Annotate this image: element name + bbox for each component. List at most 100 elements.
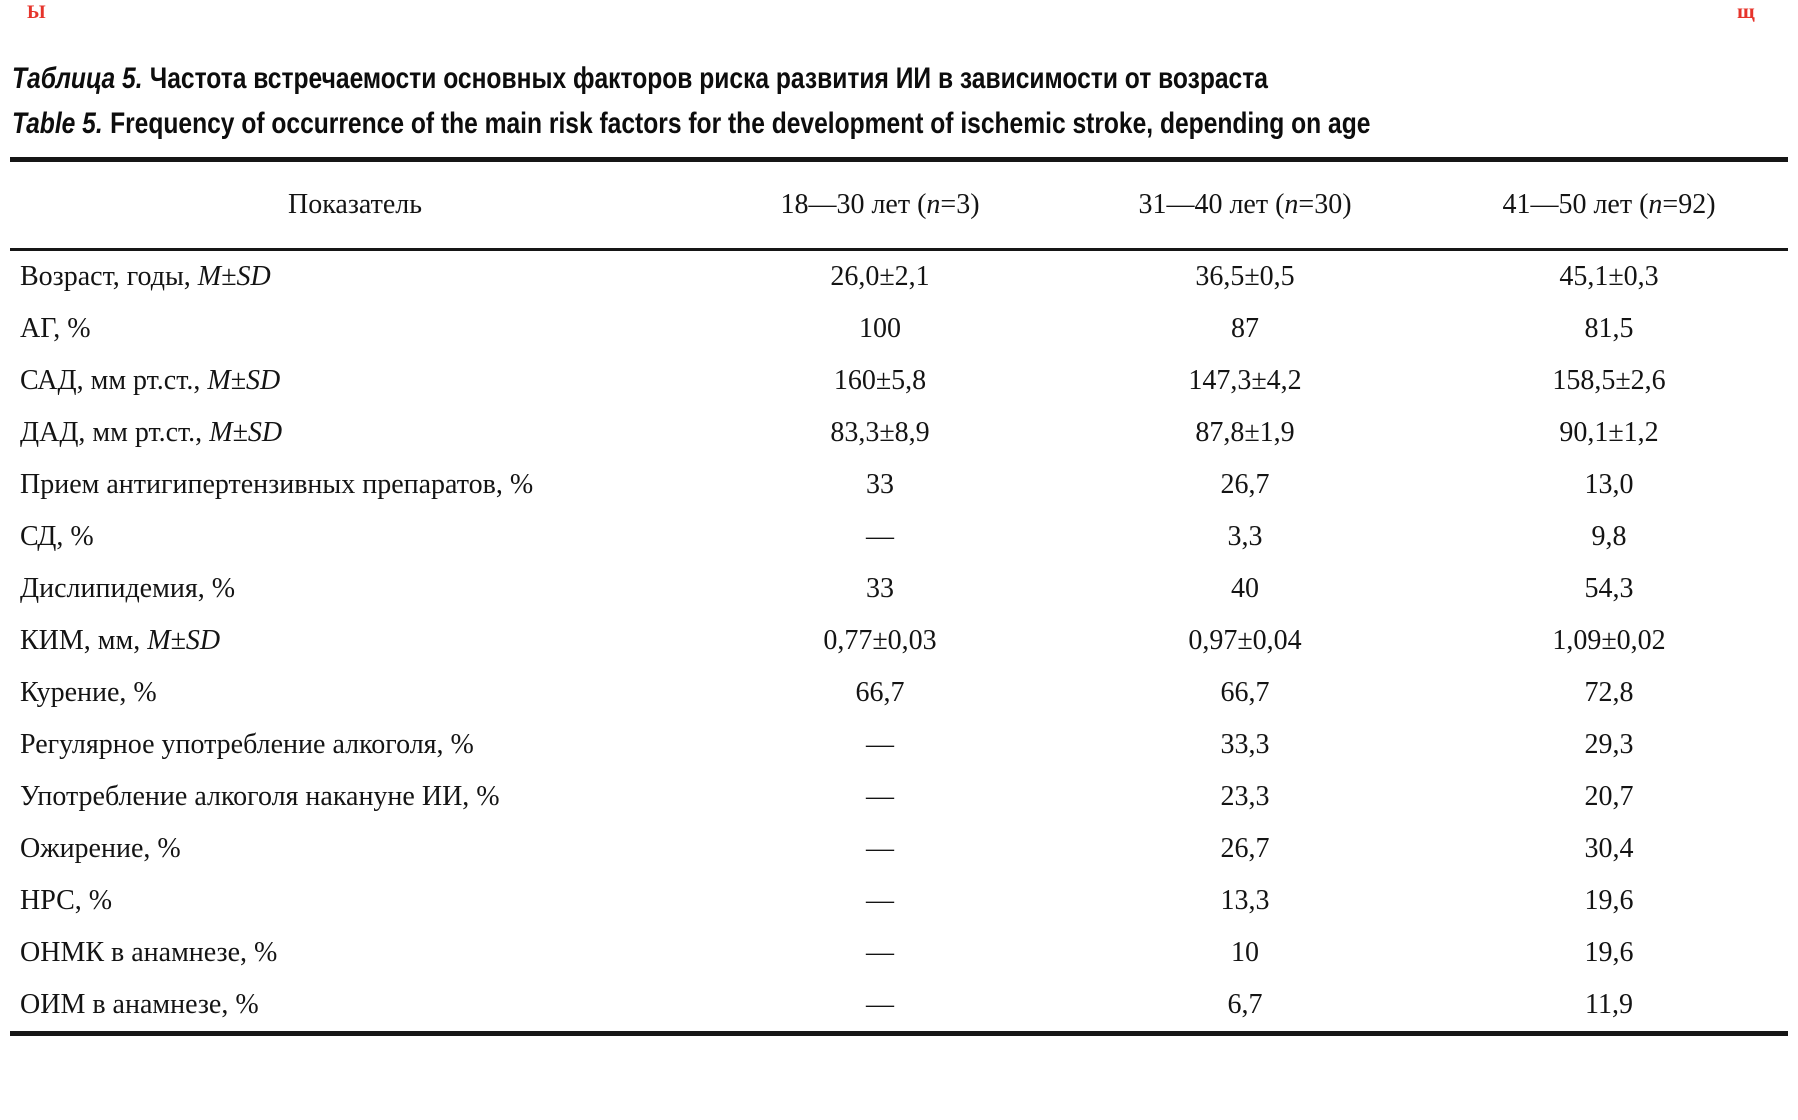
header-text: =30)	[1298, 189, 1352, 220]
caption-russian-text: Частота встречаемости основных факторов …	[149, 62, 1268, 95]
cell-value: 83,3±8,9	[830, 417, 930, 448]
cell-value: —	[866, 833, 894, 864]
row-label-text: САД, мм рт.ст.,	[20, 365, 208, 396]
cell-value: 26,7	[1220, 833, 1270, 864]
cell-value: 33	[866, 469, 894, 500]
col-header-age-18-30: 18—30 лет (n=3)	[700, 159, 1060, 251]
cell-value: 81,5	[1584, 313, 1634, 344]
row-label-stat: M±SD	[197, 261, 271, 292]
cell-value: —	[866, 937, 894, 968]
row-label: СД, %	[10, 511, 700, 563]
caption-russian-label: Таблица 5.	[12, 62, 143, 95]
row-label-text: Возраст, годы,	[20, 261, 198, 292]
cell-value: 6,7	[1227, 989, 1263, 1020]
row-label-text: ДАД, мм рт.ст.,	[20, 417, 210, 448]
table-row-mi-history: ОИМ в анамнезе, % — 6,7 11,9	[10, 979, 1788, 1034]
cell-value: 100	[859, 313, 901, 344]
row-label: ДАД, мм рт.ст., M±SD	[10, 407, 700, 459]
row-label-text: СД, %	[20, 521, 94, 552]
cell-value: 33	[866, 573, 894, 604]
header-text: 18—30 лет (	[780, 189, 927, 220]
cell-value: 66,7	[855, 677, 905, 708]
cell-value: —	[866, 521, 894, 552]
cell-value: 3,3	[1227, 521, 1263, 552]
table-row-regular-alcohol: Регулярное употребление алкоголя, % — 33…	[10, 719, 1788, 771]
table-row-hypertension: АГ, % 100 87 81,5	[10, 303, 1788, 355]
table-row-diabetes: СД, % — 3,3 9,8	[10, 511, 1788, 563]
row-label: АГ, %	[10, 303, 700, 355]
cell-value: 90,1±1,2	[1559, 417, 1659, 448]
row-label-text: АГ, %	[20, 313, 91, 344]
cell-value: —	[866, 729, 894, 760]
cell-value: 19,6	[1584, 885, 1634, 916]
row-label-text: Курение, %	[20, 677, 157, 708]
caption-russian: Таблица 5. Частота встречаемости основных…	[12, 56, 1468, 101]
cell-value: 54,3	[1584, 573, 1634, 604]
caption-english-text: Frequency of occurrence of the main risk…	[110, 107, 1371, 140]
row-label: Регулярное употребление алкоголя, %	[10, 719, 700, 771]
cell-value: —	[866, 989, 894, 1020]
row-label: Дислипидемия, %	[10, 563, 700, 615]
row-label: Курение, %	[10, 667, 700, 719]
row-label: КИМ, мм, M±SD	[10, 615, 700, 667]
row-label-stat: M±SD	[147, 625, 221, 656]
cell-value: 23,3	[1220, 781, 1270, 812]
row-label: ОИМ в анамнезе, %	[10, 979, 700, 1034]
row-label: Употребление алкоголя накануне ИИ, %	[10, 771, 700, 823]
header-text: 41—50 лет (	[1502, 189, 1649, 220]
cell-value: 147,3±4,2	[1188, 365, 1302, 396]
row-label-text: Регулярное употребление алкоголя, %	[20, 729, 474, 760]
table-caption: Таблица 5. Частота встречаемости основных…	[12, 56, 1788, 146]
cell-value: 0,97±0,04	[1188, 625, 1302, 656]
row-label: САД, мм рт.ст., M±SD	[10, 355, 700, 407]
row-label-text: ОИМ в анамнезе, %	[20, 989, 259, 1020]
col-header-indicator: Показатель	[10, 159, 700, 251]
table-row-obesity: Ожирение, % — 26,7 30,4	[10, 823, 1788, 875]
n-variable: n	[1648, 189, 1663, 220]
header-text: =92)	[1662, 189, 1716, 220]
row-label-text: Ожирение, %	[20, 833, 181, 864]
cell-value: 11,9	[1585, 989, 1633, 1020]
row-label: ОНМК в анамнезе, %	[10, 927, 700, 979]
col-header-age-41-50: 41—50 лет (n=92)	[1430, 159, 1788, 251]
cell-value: 9,8	[1591, 521, 1627, 552]
cell-value: 13,0	[1584, 469, 1634, 500]
risk-factors-table: Показатель 18—30 лет (n=3) 31—40 лет (n=…	[10, 157, 1788, 1036]
header-text: 31—40 лет (	[1138, 189, 1285, 220]
row-label: Прием антигипертензивных препаратов, %	[10, 459, 700, 511]
table-row-arrhythmia: НРС, % — 13,3 19,6	[10, 875, 1788, 927]
row-label-text: Прием антигипертензивных препаратов, %	[20, 469, 534, 500]
table-row-age: Возраст, годы, M±SD 26,0±2,1 36,5±0,5 45…	[10, 250, 1788, 304]
cell-value: 20,7	[1584, 781, 1634, 812]
cell-value: 0,77±0,03	[823, 625, 937, 656]
row-label: Ожирение, %	[10, 823, 700, 875]
cell-value: 1,09±0,02	[1552, 625, 1666, 656]
row-label-text: Употребление алкоголя накануне ИИ, %	[20, 781, 500, 812]
row-label-stat: M±SD	[209, 417, 283, 448]
row-label-text: КИМ, мм,	[20, 625, 148, 656]
col-header-age-31-40: 31—40 лет (n=30)	[1060, 159, 1430, 251]
cell-value: 26,7	[1220, 469, 1270, 500]
table-row-smoking: Курение, % 66,7 66,7 72,8	[10, 667, 1788, 719]
n-variable: n	[1284, 189, 1299, 220]
row-label-text: ОНМК в анамнезе, %	[20, 937, 278, 968]
cell-value: 29,3	[1584, 729, 1634, 760]
table-row-imt: КИМ, мм, M±SD 0,77±0,03 0,97±0,04 1,09±0…	[10, 615, 1788, 667]
caption-english-label: Table 5.	[12, 107, 103, 140]
row-label-stat: M±SD	[207, 365, 281, 396]
row-label: Возраст, годы, M±SD	[10, 250, 700, 304]
table-row-sbp: САД, мм рт.ст., M±SD 160±5,8 147,3±4,2 1…	[10, 355, 1788, 407]
cell-value: 13,3	[1220, 885, 1270, 916]
cell-value: —	[866, 781, 894, 812]
caption-english: Table 5. Frequency of occurrence of the m…	[12, 101, 1468, 146]
cell-value: 45,1±0,3	[1559, 261, 1659, 292]
cell-value: 87	[1231, 313, 1259, 344]
row-label: НРС, %	[10, 875, 700, 927]
table-row-antihypertensive-drugs: Прием антигипертензивных препаратов, % 3…	[10, 459, 1788, 511]
row-label-text: Дислипидемия, %	[20, 573, 236, 604]
cell-value: 40	[1231, 573, 1259, 604]
cell-value: 36,5±0,5	[1195, 261, 1295, 292]
cell-value: 10	[1231, 937, 1259, 968]
n-variable: n	[926, 189, 941, 220]
